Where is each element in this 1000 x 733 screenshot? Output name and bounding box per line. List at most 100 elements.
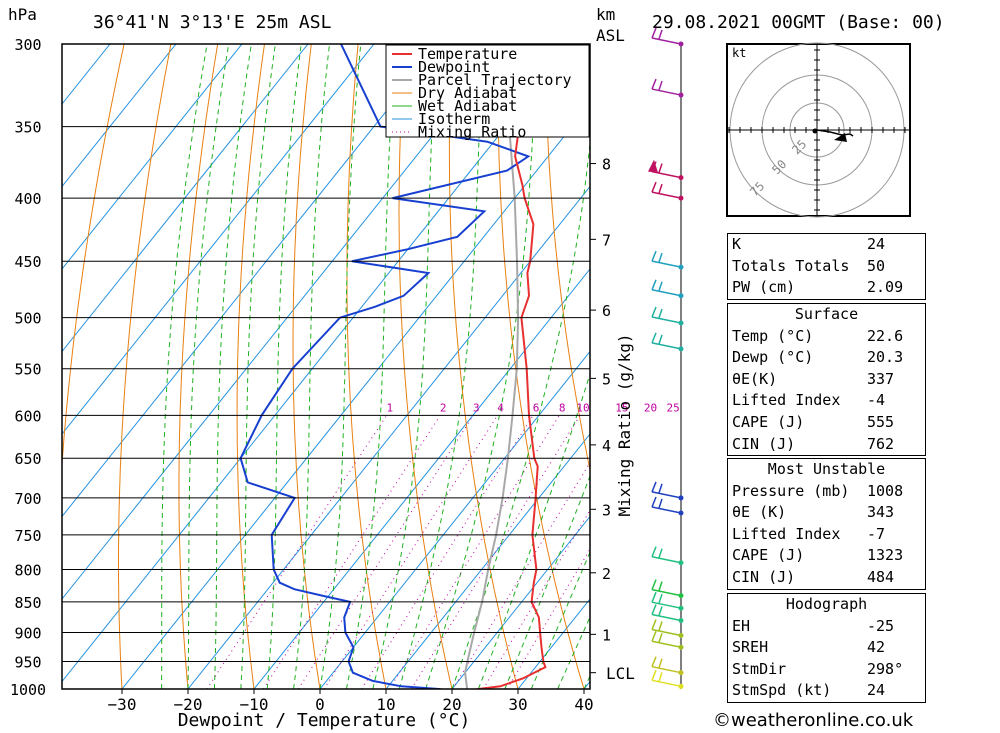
wind-barb-pennant xyxy=(648,159,658,173)
mu-cin-value: 484 xyxy=(867,567,895,586)
mixing-ratio-line xyxy=(506,548,590,689)
dewpoint-profile xyxy=(239,44,531,689)
isotherm-line xyxy=(187,185,590,689)
surface-title: Surface xyxy=(794,305,859,323)
x-tick-label-30: 30 xyxy=(508,695,527,714)
stmspd-value: 24 xyxy=(867,681,886,700)
wind-barb-feather xyxy=(651,78,657,90)
copyright-footer[interactable]: ©weatheronline.co.uk xyxy=(713,710,914,731)
mixing-ratio-label-4: 4 xyxy=(497,401,504,414)
pressure-tick-label-400: 400 xyxy=(14,190,41,208)
wind-barb-shaft xyxy=(651,640,682,648)
mixing-ratio-label-20: 20 xyxy=(644,401,657,414)
surface-cin-value: 762 xyxy=(867,434,895,453)
wind-level-dot xyxy=(678,644,684,650)
km-tick-label-6: 6 xyxy=(602,302,611,320)
wind-barb-feather xyxy=(658,581,663,591)
surface-temp-value: 22.6 xyxy=(867,326,904,345)
totals-totals-value: 50 xyxy=(867,256,886,275)
isotherm-line xyxy=(62,44,243,270)
surface-dewp-label: Dewp (°C) xyxy=(732,348,814,367)
wind-barb-feather xyxy=(658,163,663,173)
pressure-tick-label-800: 800 xyxy=(14,561,41,579)
pressure-tick-label-850: 850 xyxy=(14,594,41,612)
wind-level-dot xyxy=(678,346,684,352)
wind-barb-shaft xyxy=(651,555,682,564)
mixing-ratio-line xyxy=(410,415,581,689)
k-index-value: 24 xyxy=(867,235,886,253)
legend-label-parcel: Parcel Trajectory xyxy=(418,71,572,89)
sreh-label: SREH xyxy=(732,638,769,657)
pw-label: PW (cm) xyxy=(732,278,796,297)
dry-adiabat-line xyxy=(920,44,1000,689)
km-tick-label-5: 5 xyxy=(602,370,611,388)
pressure-tick-label-500: 500 xyxy=(14,310,41,328)
plot-frame xyxy=(61,43,591,690)
mu-li-value: -7 xyxy=(867,524,886,543)
pw-value: 2.09 xyxy=(867,278,904,297)
mixing-ratio-line xyxy=(323,415,499,689)
mu-cin-label: CIN (J) xyxy=(732,567,796,586)
km-label: km xyxy=(596,5,616,24)
wind-barb-feather xyxy=(651,619,657,630)
wet-adiabat-line xyxy=(161,44,208,689)
wind-barb-feather xyxy=(658,606,663,616)
wind-barb-feather xyxy=(658,281,663,292)
wind-barb-feather xyxy=(651,181,657,193)
wind-barb-feather xyxy=(658,183,663,194)
legend-label-temperature: Temperature xyxy=(418,45,517,63)
wet-adiabat-line xyxy=(557,615,590,689)
wind-barb-feather xyxy=(651,670,657,681)
x-tick-label-20: 20 xyxy=(442,695,461,714)
wind-barb-shaft xyxy=(651,37,682,45)
pressure-tick-label-1000: 1000 xyxy=(10,681,46,699)
km-tick-label-2: 2 xyxy=(602,565,611,583)
mixing-ratio-label-3: 3 xyxy=(473,401,480,414)
x-tick-label-10: 10 xyxy=(376,695,395,714)
wind-barb-feather xyxy=(651,496,657,508)
isotherm-line xyxy=(319,350,590,689)
legend-label-dry-adiabat: Dry Adiabat xyxy=(418,84,517,102)
km-tick-label-8: 8 xyxy=(602,156,611,174)
surface-dewp-value: 20.3 xyxy=(867,348,904,367)
mu-li-label: Lifted Index xyxy=(732,524,841,543)
wet-adiabat-line xyxy=(266,44,302,689)
wet-adiabat-line xyxy=(451,138,590,689)
wind-level-dot xyxy=(678,293,684,299)
isotherm-line xyxy=(62,44,507,600)
location-title: 36°41'N 3°13'E 25m ASL xyxy=(93,12,332,33)
dry-adiabat-line xyxy=(178,44,219,689)
wind-level-dot xyxy=(678,195,684,201)
wind-level-dot xyxy=(678,633,684,639)
wind-barb-feather xyxy=(658,593,663,604)
km-tick-label-3: 3 xyxy=(602,501,611,519)
wind-level-dot xyxy=(678,175,684,181)
wind-barb-shaft xyxy=(651,665,682,674)
wind-barb-feather xyxy=(658,80,663,91)
wind-barb-feather xyxy=(651,27,657,39)
km-tick-label-4: 4 xyxy=(602,437,611,455)
wind-level-dot xyxy=(678,92,684,98)
wind-level-dot xyxy=(678,683,684,689)
x-tick-label-0: 0 xyxy=(315,695,325,714)
isotherm-line xyxy=(62,44,441,518)
isotherm-line xyxy=(451,515,590,689)
dry-adiabat-line xyxy=(62,44,125,472)
wind-level-dot xyxy=(678,495,684,501)
wet-adiabat-line xyxy=(319,44,362,689)
isotherm-line xyxy=(62,44,573,683)
pressure-unit-label: hPa xyxy=(8,5,37,24)
wet-adiabat-line xyxy=(345,44,397,689)
km-tick-label-1: 1 xyxy=(602,626,611,644)
wind-barb-feather xyxy=(651,656,657,667)
isotherm-line xyxy=(62,44,177,188)
wind-barb-feather xyxy=(651,481,657,493)
surface-cin-label: CIN (J) xyxy=(732,434,796,453)
indices-table: K 24 Totals Totals 50 PW (cm) 2.09 xyxy=(727,233,926,300)
km-tick-label-7: 7 xyxy=(602,231,611,249)
wind-barb-feather xyxy=(658,29,663,40)
wind-barb-shaft xyxy=(651,191,682,199)
x-tick-label--30: −30 xyxy=(108,695,137,714)
totals-totals-label: Totals Totals xyxy=(732,256,850,275)
